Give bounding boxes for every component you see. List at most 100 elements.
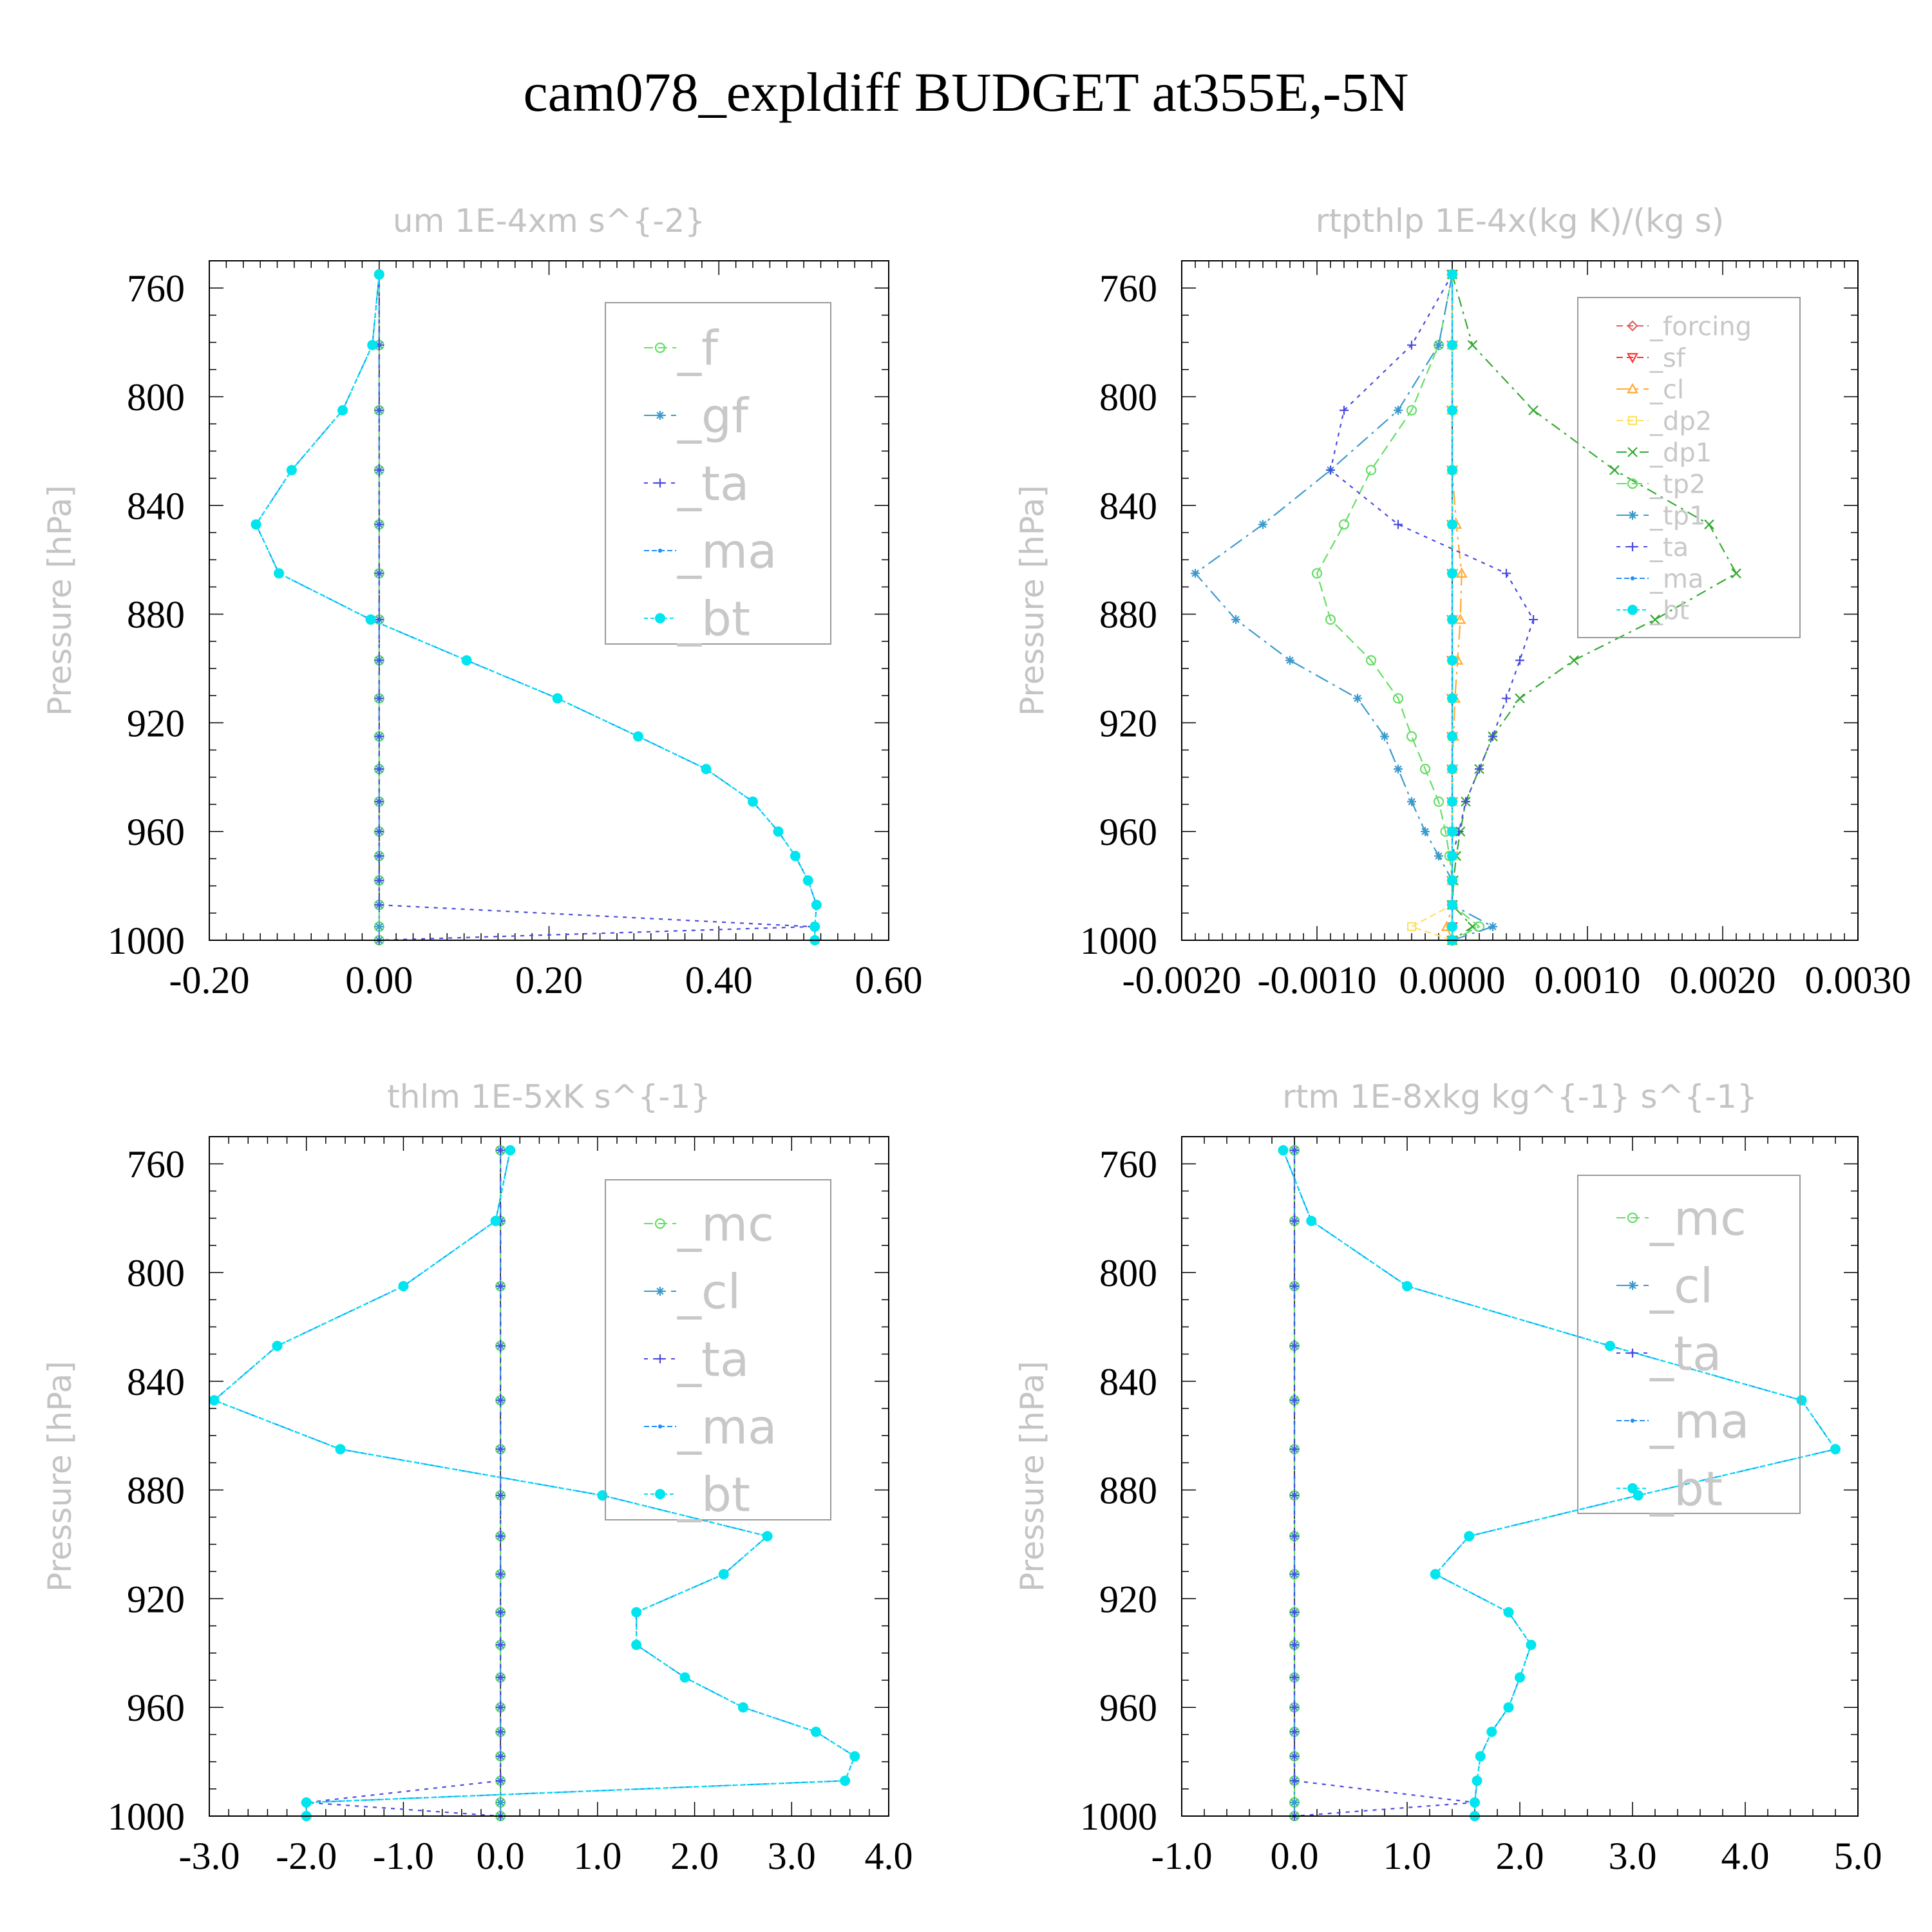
legend-item: _gf (644, 389, 750, 444)
data-point (1278, 1145, 1289, 1156)
series-ta (301, 1146, 506, 1821)
data-point (374, 465, 384, 475)
data-point (1285, 656, 1294, 665)
y-tick-label: 920 (127, 702, 185, 744)
x-tick-label: 4.0 (1721, 1835, 1770, 1877)
data-point (1502, 694, 1511, 703)
data-point (1447, 339, 1457, 350)
series-line (213, 1150, 856, 1816)
data-point (461, 655, 472, 666)
legend-swatch-marker (1627, 320, 1638, 332)
y-tick-label: 960 (127, 811, 185, 853)
data-point (286, 464, 297, 475)
x-tick-label: -2.0 (276, 1835, 337, 1877)
data-point (1325, 614, 1336, 625)
legend-swatch-marker (656, 1287, 665, 1296)
data-point (1421, 827, 1430, 837)
legend-item: _f (644, 321, 719, 377)
x-tick-label: -3.0 (179, 1835, 240, 1877)
data-point (1311, 568, 1323, 579)
data-point (1434, 851, 1443, 861)
y-tick-label: 840 (127, 1361, 185, 1403)
data-point (374, 900, 384, 910)
data-point (1394, 520, 1403, 529)
x-tick-label: -0.0020 (1122, 959, 1242, 1001)
data-point (1447, 693, 1457, 704)
data-point (1605, 1340, 1615, 1351)
data-point (1430, 1569, 1441, 1580)
y-tick-label: 880 (1099, 594, 1157, 636)
data-point (496, 1752, 506, 1761)
data-point (496, 1569, 506, 1579)
data-point (1704, 519, 1714, 530)
data-point (1290, 1531, 1299, 1541)
legend-swatch-marker (658, 1424, 663, 1429)
data-point (1502, 569, 1511, 578)
series-ma (1281, 1148, 1838, 1819)
data-point (1434, 340, 1443, 350)
y-tick-label: 840 (1099, 1361, 1157, 1403)
data-point (1633, 1490, 1643, 1501)
data-point (496, 1727, 506, 1737)
data-point (840, 1776, 851, 1786)
data-point (1231, 615, 1240, 625)
x-tick-label: 5.0 (1834, 1835, 1882, 1877)
legend-label: _bt (1649, 1462, 1723, 1517)
series-line (1446, 274, 1463, 941)
data-point (1258, 520, 1267, 529)
plot-frame (1181, 1136, 1859, 1817)
legend-item: _bt (1616, 1462, 1723, 1517)
data-point (1447, 269, 1457, 280)
series-line (1194, 274, 1495, 942)
legend-item: _ta (644, 457, 749, 512)
x-tick-label: 0.40 (685, 959, 753, 1001)
minor-ticks (209, 260, 889, 941)
legend-swatch-marker (1628, 1349, 1637, 1358)
data-point (374, 764, 384, 774)
data-point (1472, 1776, 1482, 1786)
data-point (1402, 1281, 1412, 1292)
legend-swatch-marker (1627, 1483, 1638, 1493)
data-point (1306, 1215, 1317, 1226)
data-point (1447, 851, 1457, 862)
y-tick-label: 760 (127, 267, 185, 310)
data-point (335, 1444, 346, 1455)
data-point (1406, 404, 1417, 416)
chart-panel-1: um 1E-4xm s^{-2} Pressure [hPa] 760 800 840 8… (41, 202, 923, 1001)
data-point (374, 520, 384, 529)
y-tick-label: 960 (1099, 811, 1157, 853)
data-point (496, 1776, 506, 1786)
legend-swatch-marker (1628, 1281, 1637, 1290)
x-tick-label: 0.0030 (1805, 959, 1911, 1001)
data-point (1447, 405, 1457, 416)
x-tick-label: -0.0010 (1258, 959, 1377, 1001)
x-tick-label: 2.0 (670, 1835, 719, 1877)
legend-swatch-marker (655, 1489, 665, 1499)
legend-item: _ta (644, 1332, 749, 1388)
data-point (1290, 1607, 1299, 1617)
legend-box (605, 302, 831, 645)
legend-label: _cl (1649, 375, 1684, 404)
data-point (1609, 465, 1620, 475)
x-tick-label: 1.0 (573, 1835, 621, 1877)
legend-swatch-marker (656, 411, 665, 420)
data-point (790, 851, 800, 862)
data-point (1365, 464, 1377, 476)
data-point (374, 851, 384, 861)
legend-label: _tp1 (1649, 501, 1706, 531)
data-point (1447, 464, 1457, 475)
data-point (1290, 1491, 1299, 1501)
legend-swatch-marker (1627, 383, 1638, 393)
legend-label: _dp2 (1649, 406, 1712, 436)
legend-item: _ta (1616, 533, 1689, 562)
data-point (1407, 340, 1416, 350)
x-tick-label: -1.0 (1151, 1835, 1213, 1877)
minor-ticks (1181, 1136, 1859, 1817)
data-point (802, 875, 813, 886)
series-tp1 (1191, 270, 1497, 945)
plot-frame (209, 260, 889, 941)
data-point (1290, 1396, 1299, 1405)
data-point (849, 1751, 860, 1762)
data-point (1515, 693, 1525, 704)
data-point (1447, 655, 1457, 666)
